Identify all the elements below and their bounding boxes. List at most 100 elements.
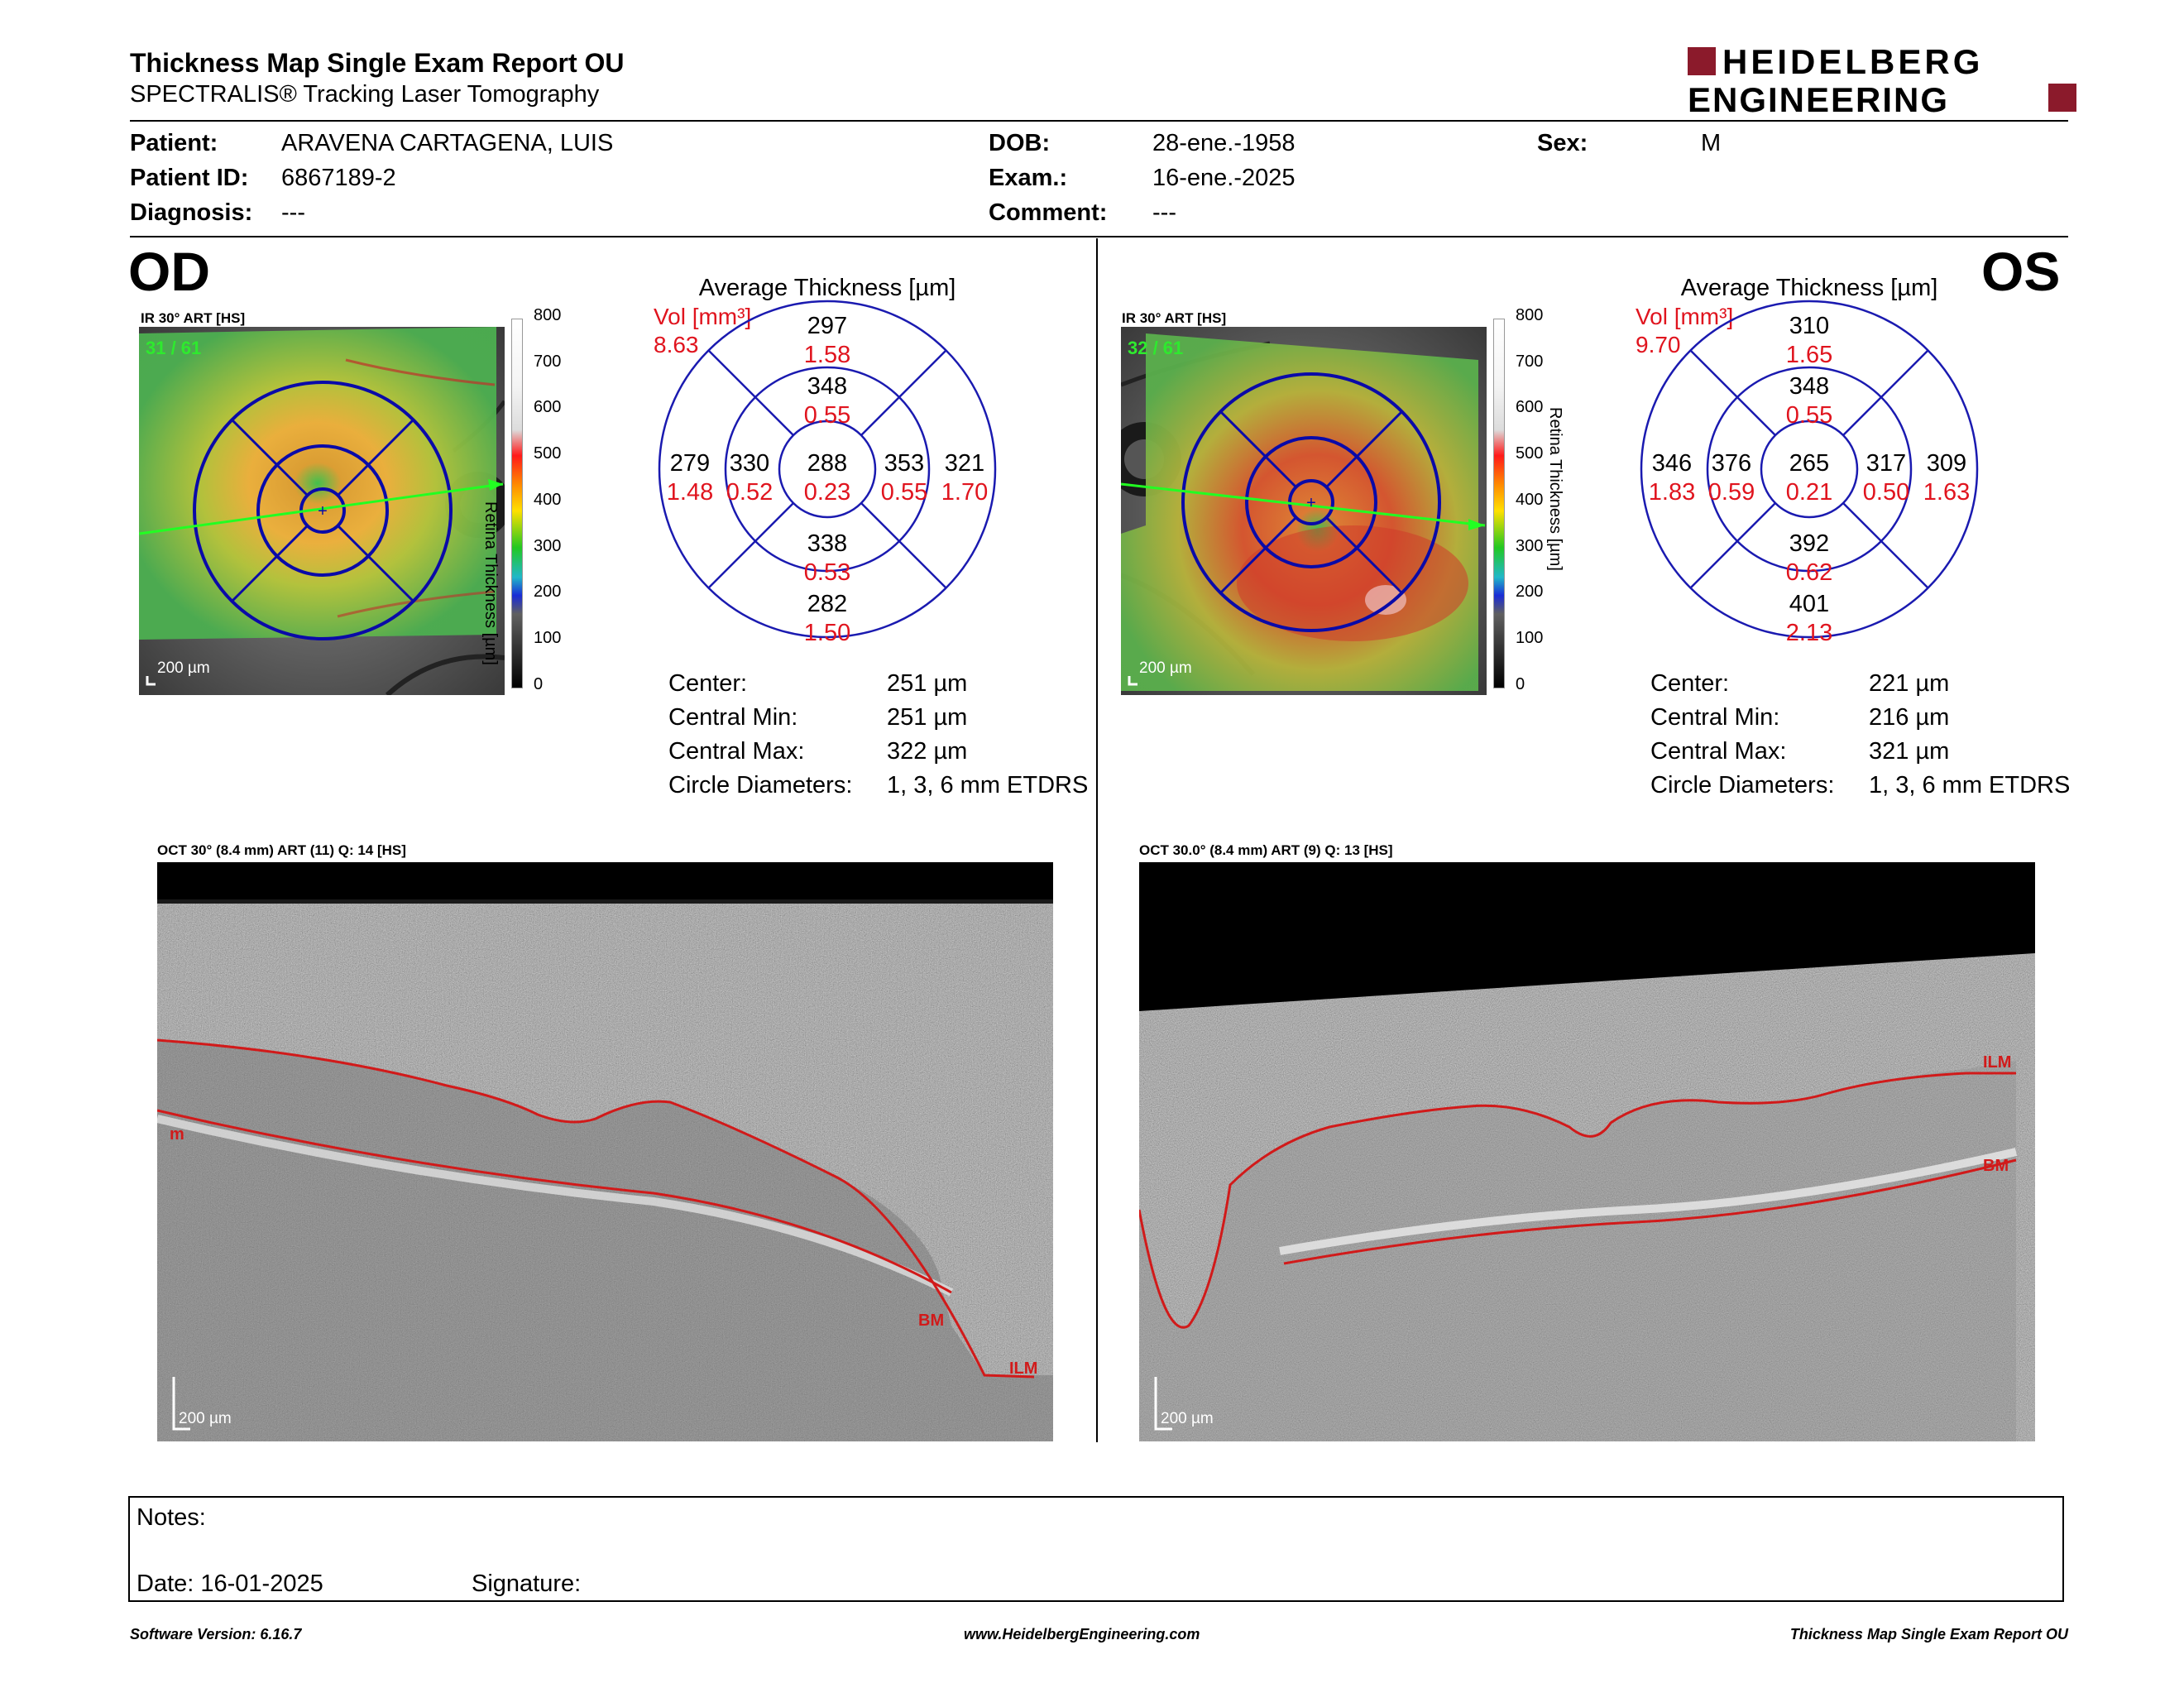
od-outer-inf: 282 — [807, 591, 847, 617]
os-min-label: Central Min: — [1650, 704, 1780, 731]
od-oct-bscan: m BM ILM 200 µm — [157, 862, 1053, 1441]
os-inner-inf-vol: 0.62 — [1786, 559, 1832, 586]
od-outer-inf-vol: 1.50 — [804, 620, 850, 646]
od-outer-sup: 297 — [807, 313, 847, 339]
os-center: 265 — [1789, 450, 1829, 477]
od-ilm-label: ILM — [1009, 1360, 1037, 1378]
patient-id-label: Patient ID: — [130, 165, 249, 191]
od-vol-label: Vol [mm³] — [654, 304, 751, 329]
od-m-label: m — [170, 1125, 184, 1144]
os-colorbar-ticks: 800 700 600 500 400 300 200 100 0 — [1516, 306, 1544, 693]
notes-box[interactable]: Notes: Date: 16-01-2025 Signature: — [128, 1496, 2064, 1602]
od-center-vol: 0.23 — [804, 479, 850, 506]
od-colorbar-label: Retina Thickness [µm] — [481, 501, 500, 665]
os-outer-temp: 346 — [1652, 450, 1692, 477]
header-rule — [130, 120, 2068, 122]
comment-label: Comment: — [989, 199, 1108, 226]
report-subtitle: SPECTRALIS® Tracking Laser Tomography — [130, 81, 600, 108]
od-circle-label: Circle Diameters: — [668, 772, 853, 798]
od-max-label: Central Max: — [668, 738, 805, 765]
os-vol-value: 9.70 — [1636, 332, 1681, 357]
os-center-vol: 0.21 — [1786, 479, 1832, 506]
od-min-label: Central Min: — [668, 704, 798, 731]
os-scale-label: 200 µm — [1139, 659, 1192, 677]
os-vol-label: Vol [mm³] — [1636, 304, 1733, 329]
od-eye-label: OD — [128, 241, 210, 302]
patient-name: ARAVENA CARTAGENA, LUIS — [281, 130, 614, 156]
comment-value: --- — [1152, 199, 1176, 226]
os-center-label: Center: — [1650, 670, 1730, 697]
os-inner-nas: 317 — [1866, 450, 1906, 477]
footer-software: Software Version: 6.16.7 — [130, 1626, 302, 1642]
os-outer-sup-vol: 1.65 — [1786, 342, 1832, 368]
footer-url[interactable]: www.HeidelbergEngineering.com — [964, 1626, 1200, 1642]
od-min-value: 251 µm — [887, 704, 968, 731]
os-inner-sup-vol: 0.55 — [1786, 402, 1832, 429]
os-inner-temp-vol: 0.59 — [1708, 479, 1755, 506]
patient-label: Patient: — [130, 130, 218, 156]
os-circle-value: 1, 3, 6 mm ETDRS — [1869, 772, 2071, 798]
os-ir-caption: IR 30° ART [HS] — [1122, 310, 1227, 326]
os-avg-title: Average Thickness [µm] — [1681, 275, 1938, 301]
od-avg-title: Average Thickness [µm] — [699, 275, 956, 301]
os-inner-inf: 392 — [1789, 530, 1829, 557]
os-bm-label: BM — [1983, 1157, 2009, 1175]
exam-label: Exam.: — [989, 165, 1068, 191]
od-vol-value: 8.63 — [654, 332, 699, 357]
signature-label: Signature: — [472, 1571, 582, 1597]
patient-rule — [130, 236, 2068, 237]
od-outer-sup-vol: 1.58 — [804, 342, 850, 368]
os-max-value: 321 µm — [1869, 738, 1950, 765]
logo-square-bottom — [2048, 84, 2076, 112]
sex-value: M — [1701, 130, 1722, 156]
od-outer-temp-vol: 1.48 — [667, 479, 713, 506]
od-inner-sup-vol: 0.55 — [804, 402, 850, 429]
od-oct-scale: 200 µm — [179, 1410, 232, 1427]
svg-text:+: + — [318, 502, 328, 520]
patient-id: 6867189-2 — [281, 165, 396, 191]
logo-square-top — [1688, 47, 1716, 75]
os-oct-caption: OCT 30.0° (8.4 mm) ART (9) Q: 13 [HS] — [1139, 842, 1393, 858]
exam-value: 16-ene.-2025 — [1152, 165, 1296, 191]
od-inner-temp: 330 — [730, 450, 769, 477]
sex-label: Sex: — [1537, 130, 1588, 156]
od-scan-line — [139, 482, 504, 535]
os-outer-temp-vol: 1.83 — [1649, 479, 1695, 506]
od-center: 288 — [807, 450, 847, 477]
dob-value: 28-ene.-1958 — [1152, 130, 1296, 156]
os-inner-temp: 376 — [1712, 450, 1751, 477]
notes-label: Notes: — [136, 1504, 206, 1531]
os-inner-sup: 348 — [1789, 373, 1829, 400]
od-colorbar — [511, 319, 523, 688]
date-label: Date: 16-01-2025 — [136, 1571, 323, 1597]
heidelberg-logo: HEIDELBERG ENGINEERING — [1688, 46, 2076, 116]
os-circle-label: Circle Diameters: — [1650, 772, 1835, 798]
os-max-label: Central Max: — [1650, 738, 1787, 765]
od-inner-nas-vol: 0.55 — [881, 479, 927, 506]
svg-text:+: + — [1306, 494, 1316, 512]
os-ilm-label: ILM — [1983, 1053, 2011, 1072]
od-outer-temp: 279 — [670, 450, 710, 477]
diagnosis-value: --- — [281, 199, 305, 226]
os-frame-counter: 32 / 61 — [1128, 338, 1183, 358]
os-oct-bscan: ILM BM 200 µm — [1139, 862, 2035, 1441]
os-bm-line — [1283, 1158, 2017, 1265]
os-center-value: 221 µm — [1869, 670, 1950, 697]
os-inner-nas-vol: 0.50 — [1863, 479, 1909, 506]
od-etdrs-grid: Average Thickness [µm] Vol [mm³] 8.63 29… — [654, 275, 997, 646]
os-outer-sup: 310 — [1789, 313, 1829, 339]
od-scale-label: 200 µm — [157, 659, 210, 677]
od-fundus-thickness-map: + 31 / 61 200 µm — [139, 327, 505, 695]
od-outer-nas-vol: 1.70 — [941, 479, 988, 506]
od-bm-line — [157, 1109, 952, 1294]
os-oct-scale: 200 µm — [1161, 1410, 1214, 1427]
os-outer-nas: 309 — [1927, 450, 1966, 477]
eye-divider — [1096, 238, 1098, 1442]
od-inner-temp-vol: 0.52 — [726, 479, 773, 506]
od-outer-nas: 321 — [945, 450, 984, 477]
logo-line1: HEIDELBERG — [1722, 46, 1983, 81]
os-outer-nas-vol: 1.63 — [1923, 479, 1970, 506]
od-inner-inf: 338 — [807, 530, 847, 557]
od-inner-inf-vol: 0.53 — [804, 559, 850, 586]
os-eye-label: OS — [1981, 241, 2061, 302]
